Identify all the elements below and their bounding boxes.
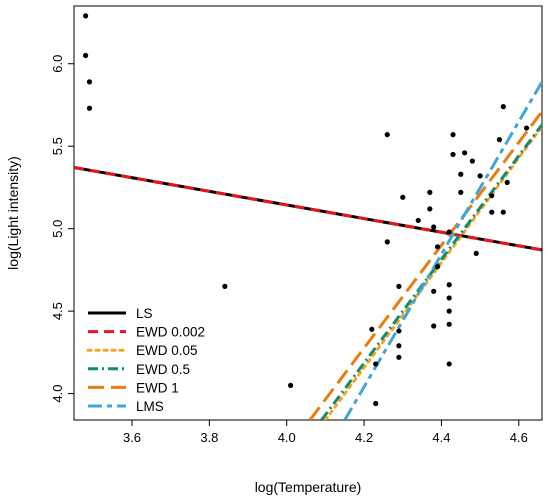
legend: LS EWD 0.002 EWD 0.05 EWD 0.5 EWD 1 LMS bbox=[86, 306, 205, 414]
x-tick-label: 3.8 bbox=[200, 430, 218, 445]
y-tick-label: 4.0 bbox=[50, 385, 65, 403]
series-line-3 bbox=[320, 123, 542, 420]
data-point bbox=[469, 158, 475, 164]
data-point bbox=[504, 179, 510, 186]
data-point bbox=[373, 361, 379, 367]
data-point bbox=[477, 173, 483, 179]
data-point bbox=[222, 283, 228, 289]
y-axis-label: log(Light intensity) bbox=[5, 156, 21, 270]
data-point bbox=[86, 105, 93, 111]
data-point bbox=[431, 323, 437, 329]
y-tick-label: 5.0 bbox=[50, 220, 65, 238]
data-point bbox=[458, 189, 464, 195]
x-tick-label: 3.6 bbox=[123, 430, 141, 445]
data-point bbox=[427, 206, 433, 212]
data-point bbox=[396, 328, 402, 334]
x-tick-label: 4.0 bbox=[278, 430, 296, 445]
data-point bbox=[396, 283, 402, 289]
data-point bbox=[400, 194, 406, 200]
data-point bbox=[446, 295, 452, 301]
series-line-5 bbox=[343, 81, 542, 420]
data-point bbox=[384, 239, 390, 245]
data-point bbox=[489, 193, 495, 199]
data-point bbox=[496, 137, 503, 143]
data-point bbox=[415, 217, 421, 224]
data-point bbox=[431, 288, 437, 294]
data-point bbox=[83, 13, 89, 19]
data-point bbox=[446, 308, 452, 314]
data-point bbox=[287, 382, 294, 388]
legend-label: LS bbox=[136, 306, 153, 321]
data-point bbox=[373, 400, 379, 407]
data-point bbox=[489, 209, 495, 215]
data-point bbox=[427, 189, 433, 195]
y-axis: 4.0 4.5 5.0 5.5 6.0 bbox=[50, 55, 74, 403]
y-tick-label: 5.5 bbox=[50, 137, 65, 155]
data-point bbox=[384, 132, 390, 138]
x-tick-label: 4.6 bbox=[510, 430, 528, 445]
data-point bbox=[458, 171, 464, 177]
data-point bbox=[446, 229, 452, 235]
data-point bbox=[500, 209, 506, 215]
x-axis: 3.6 3.8 4.0 4.2 4.4 4.6 bbox=[123, 420, 528, 445]
legend-label: EWD 0.002 bbox=[136, 325, 205, 340]
data-point bbox=[523, 125, 530, 131]
data-point bbox=[396, 343, 402, 349]
data-point bbox=[500, 104, 506, 110]
data-point bbox=[434, 264, 441, 270]
legend-label: EWD 1 bbox=[136, 380, 179, 395]
series-line-4 bbox=[308, 110, 542, 420]
data-point bbox=[446, 282, 452, 288]
legend-label: EWD 0.5 bbox=[136, 362, 190, 377]
x-tick-label: 4.2 bbox=[355, 430, 373, 445]
data-point bbox=[431, 224, 437, 230]
scatter-points bbox=[83, 13, 530, 407]
data-point bbox=[462, 150, 468, 156]
series-line-0 bbox=[74, 165, 542, 252]
data-point bbox=[450, 132, 456, 138]
y-tick-label: 4.5 bbox=[50, 302, 65, 320]
y-tick-label: 6.0 bbox=[50, 55, 65, 73]
legend-label: EWD 0.05 bbox=[136, 343, 198, 358]
data-point bbox=[446, 321, 452, 327]
data-point bbox=[473, 250, 479, 257]
series-line-2 bbox=[323, 124, 542, 420]
data-point bbox=[450, 151, 456, 158]
data-point bbox=[434, 244, 441, 250]
data-point bbox=[86, 79, 93, 85]
x-axis-label: log(Temperature) bbox=[255, 479, 362, 495]
plot-frame bbox=[73, 5, 543, 421]
data-point bbox=[396, 354, 402, 360]
data-point bbox=[369, 326, 375, 332]
data-point bbox=[83, 52, 89, 59]
data-point bbox=[446, 361, 452, 367]
x-tick-label: 4.4 bbox=[432, 430, 450, 445]
legend-label: LMS bbox=[136, 399, 164, 414]
